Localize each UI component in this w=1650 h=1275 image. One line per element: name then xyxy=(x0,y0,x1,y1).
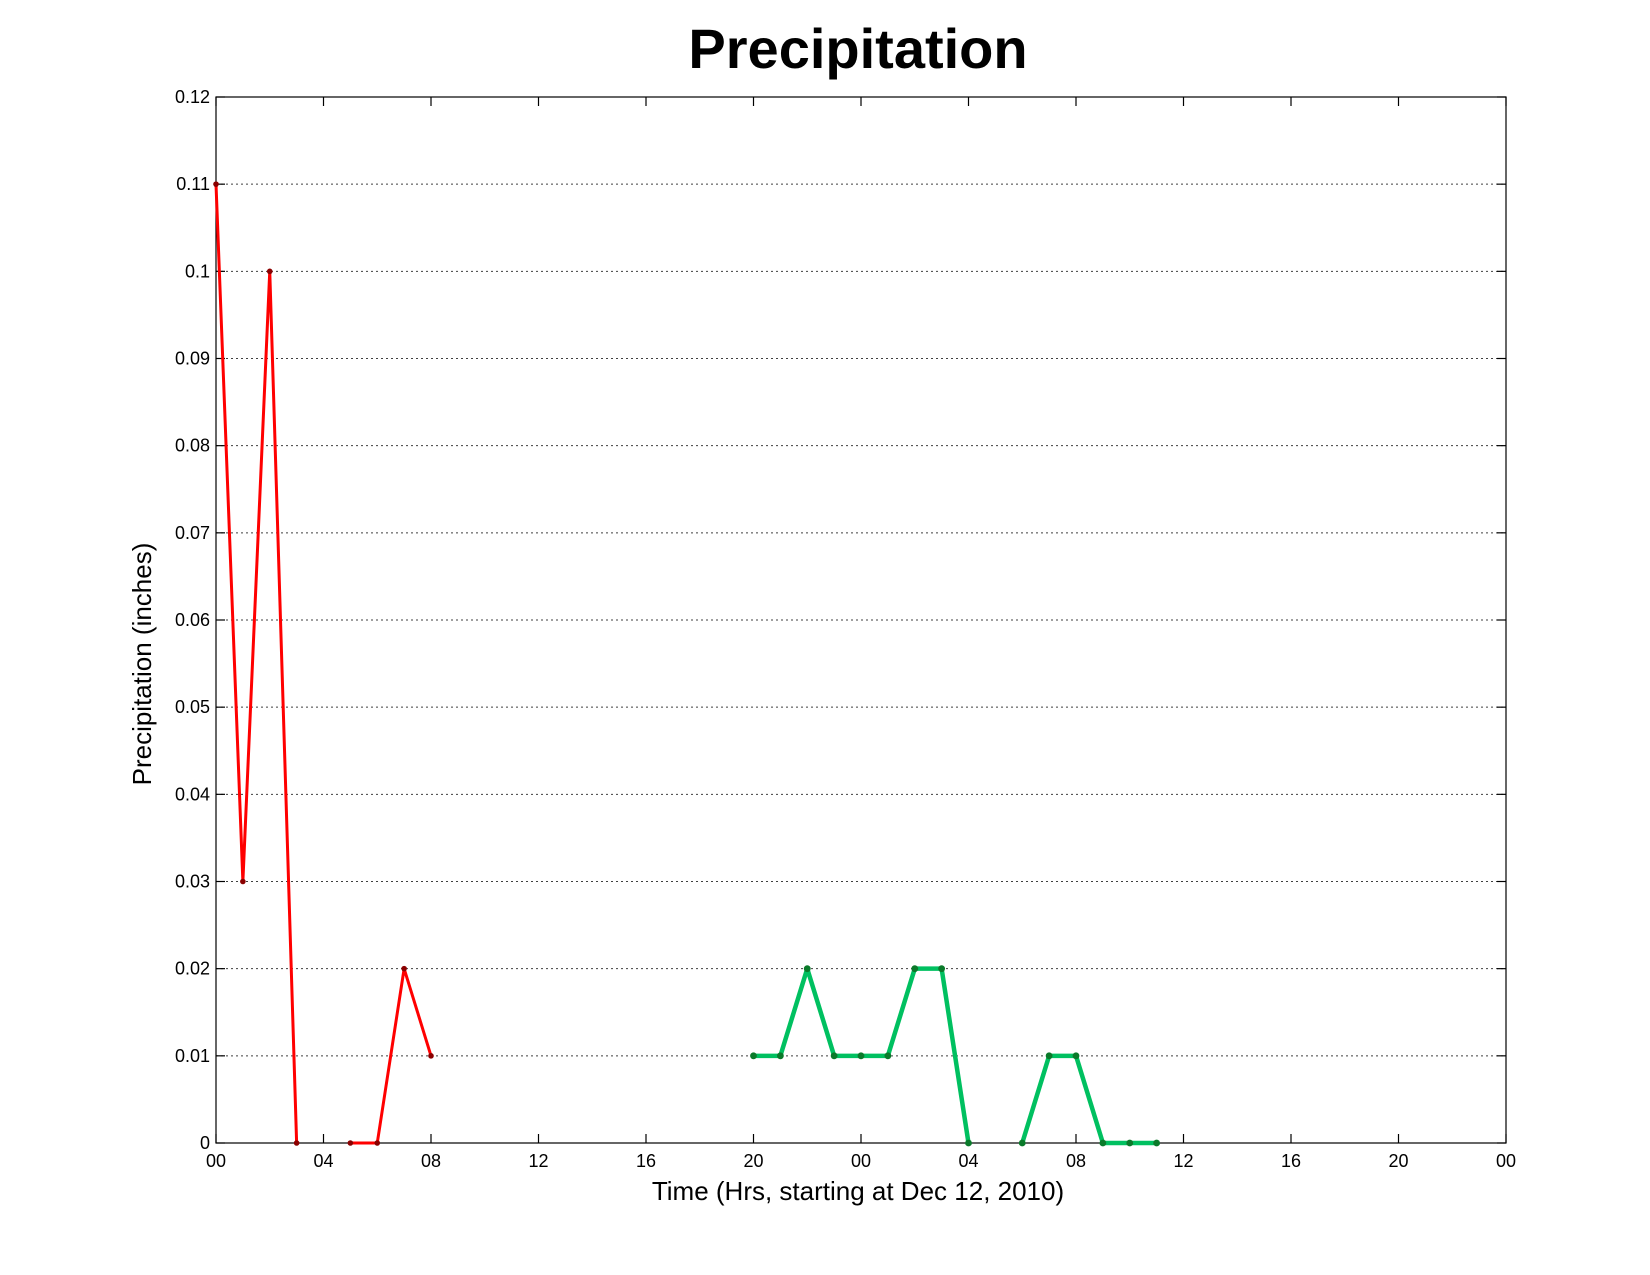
y-tick-label: 0.11 xyxy=(176,174,210,194)
data-point xyxy=(293,1140,300,1146)
data-point xyxy=(266,268,273,275)
data-series xyxy=(213,181,1161,1147)
data-point xyxy=(1153,1139,1161,1147)
y-axis-label: Precipitation (inches) xyxy=(127,543,157,786)
data-point xyxy=(1072,1052,1080,1060)
data-point xyxy=(213,181,219,187)
x-tick-label: 12 xyxy=(1173,1151,1193,1171)
y-tick-label: 0.07 xyxy=(175,523,210,543)
data-point xyxy=(401,965,407,972)
y-tick-label: 0.1 xyxy=(185,261,210,281)
x-tick-label: 16 xyxy=(1281,1151,1301,1171)
data-point xyxy=(1099,1139,1107,1147)
y-tick-label: 0.03 xyxy=(175,872,210,892)
x-tick-label: 12 xyxy=(528,1151,548,1171)
grid-lines xyxy=(216,183,1506,1057)
data-point xyxy=(938,965,946,973)
data-point xyxy=(830,1052,838,1060)
data-point xyxy=(750,1052,757,1060)
y-tick-label: 0.12 xyxy=(175,87,210,107)
x-tick-label: 00 xyxy=(206,1151,226,1171)
y-tick-label: 0.08 xyxy=(175,436,210,456)
data-point xyxy=(965,1139,972,1147)
data-point xyxy=(884,1052,892,1060)
x-tick-label: 00 xyxy=(1496,1151,1516,1171)
data-point xyxy=(776,1052,784,1060)
data-point xyxy=(911,965,919,973)
x-tick-label: 04 xyxy=(313,1151,333,1171)
axis-ticks: 0 0.01 0.02 0.03 0.04 0.05 0.06 0.07 0.08 0.09 0.1… xyxy=(175,87,1516,1171)
x-tick-label: 04 xyxy=(958,1151,978,1171)
x-tick-label: 00 xyxy=(851,1151,871,1171)
x-tick-label: 08 xyxy=(421,1151,441,1171)
y-tick-label: 0.02 xyxy=(175,959,210,979)
data-point xyxy=(1126,1139,1134,1147)
chart-title: Precipitation xyxy=(688,17,1027,80)
y-tick-label: 0.01 xyxy=(175,1046,210,1066)
x-tick-label: 20 xyxy=(743,1151,763,1171)
data-point xyxy=(347,1140,354,1146)
series-line xyxy=(1020,1053,1157,1146)
x-tick-label: 08 xyxy=(1066,1151,1086,1171)
data-point xyxy=(1045,1052,1053,1060)
series-line xyxy=(214,184,299,1144)
x-tick-label: 16 xyxy=(636,1151,656,1171)
y-tick-label: 0 xyxy=(200,1133,210,1153)
x-axis-label: Time (Hrs, starting at Dec 12, 2010) xyxy=(652,1176,1064,1206)
y-tick-label: 0.06 xyxy=(175,610,210,630)
data-point xyxy=(428,1053,434,1059)
y-tick-label: 0.04 xyxy=(175,784,210,804)
data-point xyxy=(1018,1139,1026,1147)
series-line xyxy=(350,967,433,1145)
data-point xyxy=(374,1140,381,1146)
data-point xyxy=(240,878,246,885)
data-point xyxy=(803,965,811,973)
data-point xyxy=(857,1052,865,1060)
y-tick-label: 0.05 xyxy=(175,697,210,717)
y-tick-label: 0.09 xyxy=(175,349,210,369)
x-tick-label: 20 xyxy=(1388,1151,1408,1171)
